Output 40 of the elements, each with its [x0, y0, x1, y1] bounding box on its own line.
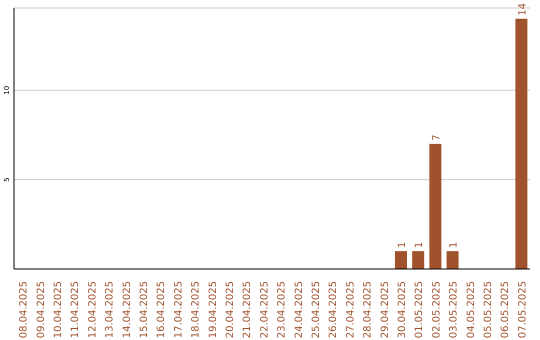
x-tick-label: 29.04.2025	[380, 281, 391, 338]
x-tick-label: 01.05.2025	[414, 281, 426, 338]
x-tick-label: 23.04.2025	[276, 281, 288, 338]
x-tick-label: 10.04.2025	[53, 281, 64, 338]
bar	[446, 251, 459, 269]
x-tick-label: 09.04.2025	[36, 281, 47, 338]
x-tick-label: 11.04.2025	[70, 281, 82, 338]
x-tick-label: 02.05.2025	[431, 281, 442, 338]
x-tick-label: 19.04.2025	[208, 281, 219, 338]
x-tick-label: 16.04.2025	[156, 281, 168, 338]
x-tick-label: 06.05.2025	[500, 281, 512, 338]
x-tick-label: 28.04.2025	[362, 281, 374, 338]
x-tick-label: 27.04.2025	[345, 281, 356, 338]
bar	[394, 251, 407, 269]
x-tick-label: 24.04.2025	[294, 281, 305, 338]
data-label: 1	[396, 242, 408, 248]
x-tick-label: 18.04.2025	[190, 281, 202, 338]
x-tick-label: 14.04.2025	[122, 281, 133, 338]
bar	[429, 144, 442, 269]
x-tick-label: 17.04.2025	[173, 281, 184, 338]
x-tick-label: 22.04.2025	[259, 281, 270, 338]
x-tick-label: 21.04.2025	[242, 281, 254, 338]
x-tick-label: 07.05.2025	[517, 281, 528, 338]
bar	[412, 251, 424, 269]
data-label: 1	[448, 242, 460, 248]
x-tick-label: 12.04.2025	[87, 281, 98, 338]
x-tick-label: 08.04.2025	[18, 281, 30, 338]
x-tick-label: 04.05.2025	[466, 281, 477, 338]
x-tick-label: 25.04.2025	[311, 281, 322, 338]
x-tick-label: 13.04.2025	[104, 281, 116, 338]
x-tick-label: 30.04.2025	[397, 281, 408, 338]
x-tick-label: 15.04.2025	[139, 281, 150, 338]
data-label: 1	[414, 242, 426, 248]
x-tick-label: 20.04.2025	[225, 281, 236, 338]
bar	[515, 18, 528, 269]
data-label: 7	[431, 134, 442, 141]
x-tick-label: 05.05.2025	[483, 281, 494, 338]
x-tick-label: 26.04.2025	[328, 281, 340, 338]
x-tick-label: 03.05.2025	[448, 281, 460, 338]
data-label: 14	[517, 2, 528, 16]
